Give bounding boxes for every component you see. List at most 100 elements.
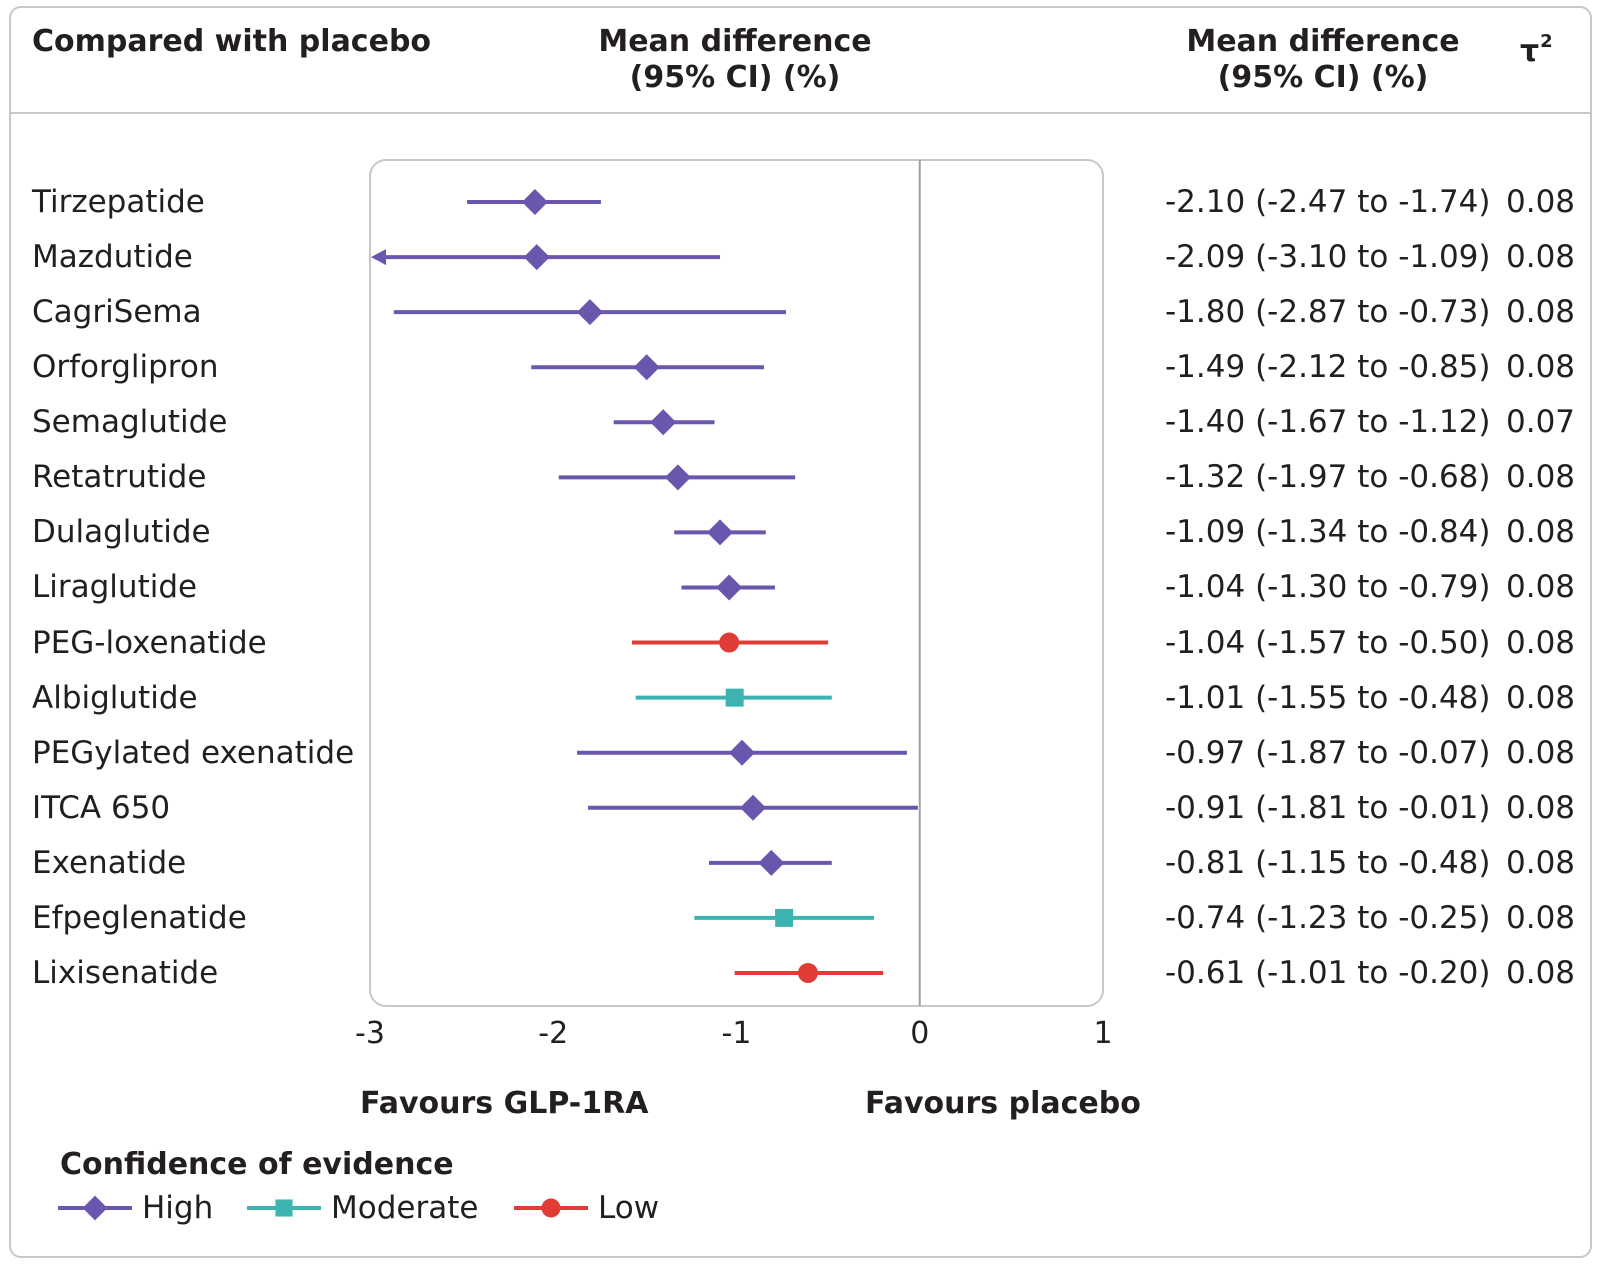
row-label-semaglutide: Semaglutide: [32, 404, 228, 441]
tirzepatide-diamond-marker: [521, 189, 548, 215]
row-tau-lixisenatide: 0.08: [1506, 954, 1576, 991]
semaglutide-diamond-marker: [650, 409, 677, 436]
legend-label-low: Low: [598, 1190, 660, 1226]
row-efpeglenatide: [694, 908, 874, 927]
row-itca-650: [588, 794, 918, 821]
row-label-peg-loxenatide: PEG-loxenatide: [32, 624, 267, 661]
row-dulaglutide: [674, 519, 766, 546]
tau-squared-header: τ2: [1520, 24, 1553, 70]
row-label-mazdutide: Mazdutide: [32, 239, 193, 276]
row-label-itca-650: ITCA 650: [32, 789, 171, 826]
row-exenatide: [709, 849, 832, 876]
plot-column-header-line1: Mean difference: [598, 24, 872, 59]
x-tick-label: 1: [1093, 1016, 1112, 1051]
row-tau-mazdutide: 0.08: [1506, 239, 1576, 276]
row-label-liraglutide: Liraglutide: [32, 569, 198, 606]
legend-swatch-low: [514, 1198, 588, 1218]
values-column-header-line1: Mean difference: [1186, 24, 1460, 59]
tau-symbol: τ: [1520, 34, 1540, 69]
x-tick-label: -2: [538, 1016, 568, 1051]
legend-high-diamond-marker: [82, 1195, 108, 1221]
x-tick-label: -3: [355, 1016, 385, 1051]
exenatide-diamond-marker: [758, 849, 785, 876]
row-label-lixisenatide: Lixisenatide: [32, 954, 219, 991]
row-label-exenatide: Exenatide: [32, 844, 187, 881]
row-ci-semaglutide: -1.40 (-1.67 to -1.12): [1165, 404, 1491, 441]
row-tau-orforglipron: 0.08: [1506, 349, 1576, 386]
plot-area-box: [369, 159, 1104, 1007]
row-label-orforglipron: Orforglipron: [32, 349, 219, 386]
plot-column-header-line2: (95% CI) (%): [629, 60, 841, 95]
legend-item-high: High: [58, 1188, 213, 1228]
row-tau-dulaglutide: 0.08: [1506, 514, 1576, 551]
row-mazdutide: [371, 244, 721, 271]
liraglutide-diamond-marker: [716, 574, 743, 601]
row-ci-mazdutide: -2.09 (-3.10 to -1.09): [1165, 239, 1491, 276]
row-tau-peg-loxenatide: 0.08: [1506, 624, 1576, 661]
plot-column-header: Mean difference (95% CI) (%): [598, 24, 871, 96]
row-orforglipron: [531, 354, 764, 381]
dulaglutide-diamond-marker: [707, 519, 734, 546]
legend-label-moderate: Moderate: [331, 1190, 479, 1226]
row-label-retatrutide: Retatrutide: [32, 459, 207, 496]
row-ci-retatrutide: -1.32 (-1.97 to -0.68): [1165, 459, 1491, 496]
legend-moderate-square-marker: [275, 1199, 293, 1217]
row-label-pegylated-exenatide: PEGylated exenatide: [32, 734, 355, 771]
values-column-header-line2: (95% CI) (%): [1217, 60, 1429, 95]
mazdutide-ci-arrow: [371, 249, 386, 266]
efpeglenatide-square-marker: [775, 908, 794, 927]
figure-frame: [9, 6, 1592, 1258]
row-ci-albiglutide: -1.01 (-1.55 to -0.48): [1165, 679, 1491, 716]
row-tau-pegylated-exenatide: 0.08: [1506, 734, 1576, 771]
tau-superscript: 2: [1540, 31, 1553, 52]
itca-650-diamond-marker: [739, 794, 766, 821]
x-tick-label: 0: [910, 1016, 929, 1051]
row-lixisenatide: [734, 962, 884, 983]
legend-title: Confidence of evidence: [60, 1147, 454, 1182]
row-ci-lixisenatide: -0.61 (-1.01 to -0.20): [1165, 954, 1491, 991]
header-divider: [9, 112, 1592, 114]
row-tau-tirzepatide: 0.08: [1506, 184, 1576, 220]
row-ci-efpeglenatide: -0.74 (-1.23 to -0.25): [1165, 899, 1491, 936]
peg-loxenatide-circle-marker: [719, 632, 740, 653]
row-retatrutide: [558, 464, 796, 491]
row-tau-exenatide: 0.08: [1506, 844, 1576, 881]
comparison-header: Compared with placebo: [32, 24, 432, 59]
row-cagrisema: [393, 299, 786, 326]
x-tick-label: -1: [722, 1016, 752, 1051]
row-ci-itca-650: -0.91 (-1.81 to -0.01): [1165, 789, 1491, 826]
row-label-dulaglutide: Dulaglutide: [32, 514, 211, 551]
cagrisema-diamond-marker: [576, 299, 603, 326]
favours-glp1ra-label: Favours GLP-1RA: [360, 1086, 649, 1121]
row-ci-liraglutide: -1.04 (-1.30 to -0.79): [1165, 569, 1491, 606]
row-tau-efpeglenatide: 0.08: [1506, 899, 1576, 936]
row-tau-semaglutide: 0.07: [1506, 404, 1576, 441]
row-tau-liraglutide: 0.08: [1506, 569, 1576, 606]
row-ci-orforglipron: -1.49 (-2.12 to -0.85): [1165, 349, 1491, 386]
albiglutide-square-marker: [725, 688, 744, 707]
row-semaglutide: [613, 409, 715, 436]
row-ci-peg-loxenatide: -1.04 (-1.57 to -0.50): [1165, 624, 1491, 661]
row-pegylated-exenatide: [577, 739, 907, 766]
row-ci-exenatide: -0.81 (-1.15 to -0.48): [1165, 844, 1491, 881]
legend-swatch-moderate: [247, 1199, 321, 1217]
legend-item-moderate: Moderate: [247, 1188, 478, 1228]
row-liraglutide: [681, 574, 775, 601]
retatrutide-diamond-marker: [664, 464, 691, 491]
row-tau-retatrutide: 0.08: [1506, 459, 1576, 496]
orforglipron-diamond-marker: [633, 354, 660, 381]
row-albiglutide: [635, 688, 832, 707]
values-column-header: Mean difference (95% CI) (%): [1186, 24, 1459, 96]
legend-swatch-high: [58, 1195, 132, 1221]
row-ci-dulaglutide: -1.09 (-1.34 to -0.84): [1165, 514, 1491, 551]
legend-item-low: Low: [514, 1188, 659, 1228]
row-label-efpeglenatide: Efpeglenatide: [32, 899, 247, 936]
lixisenatide-circle-marker: [797, 962, 818, 983]
row-tau-itca-650: 0.08: [1506, 789, 1576, 826]
row-label-tirzepatide: Tirzepatide: [32, 184, 205, 220]
row-peg-loxenatide: [632, 632, 829, 653]
legend-low-circle-marker: [541, 1198, 561, 1218]
row-ci-cagrisema: -1.80 (-2.87 to -0.73): [1165, 294, 1491, 331]
row-label-cagrisema: CagriSema: [32, 294, 202, 331]
